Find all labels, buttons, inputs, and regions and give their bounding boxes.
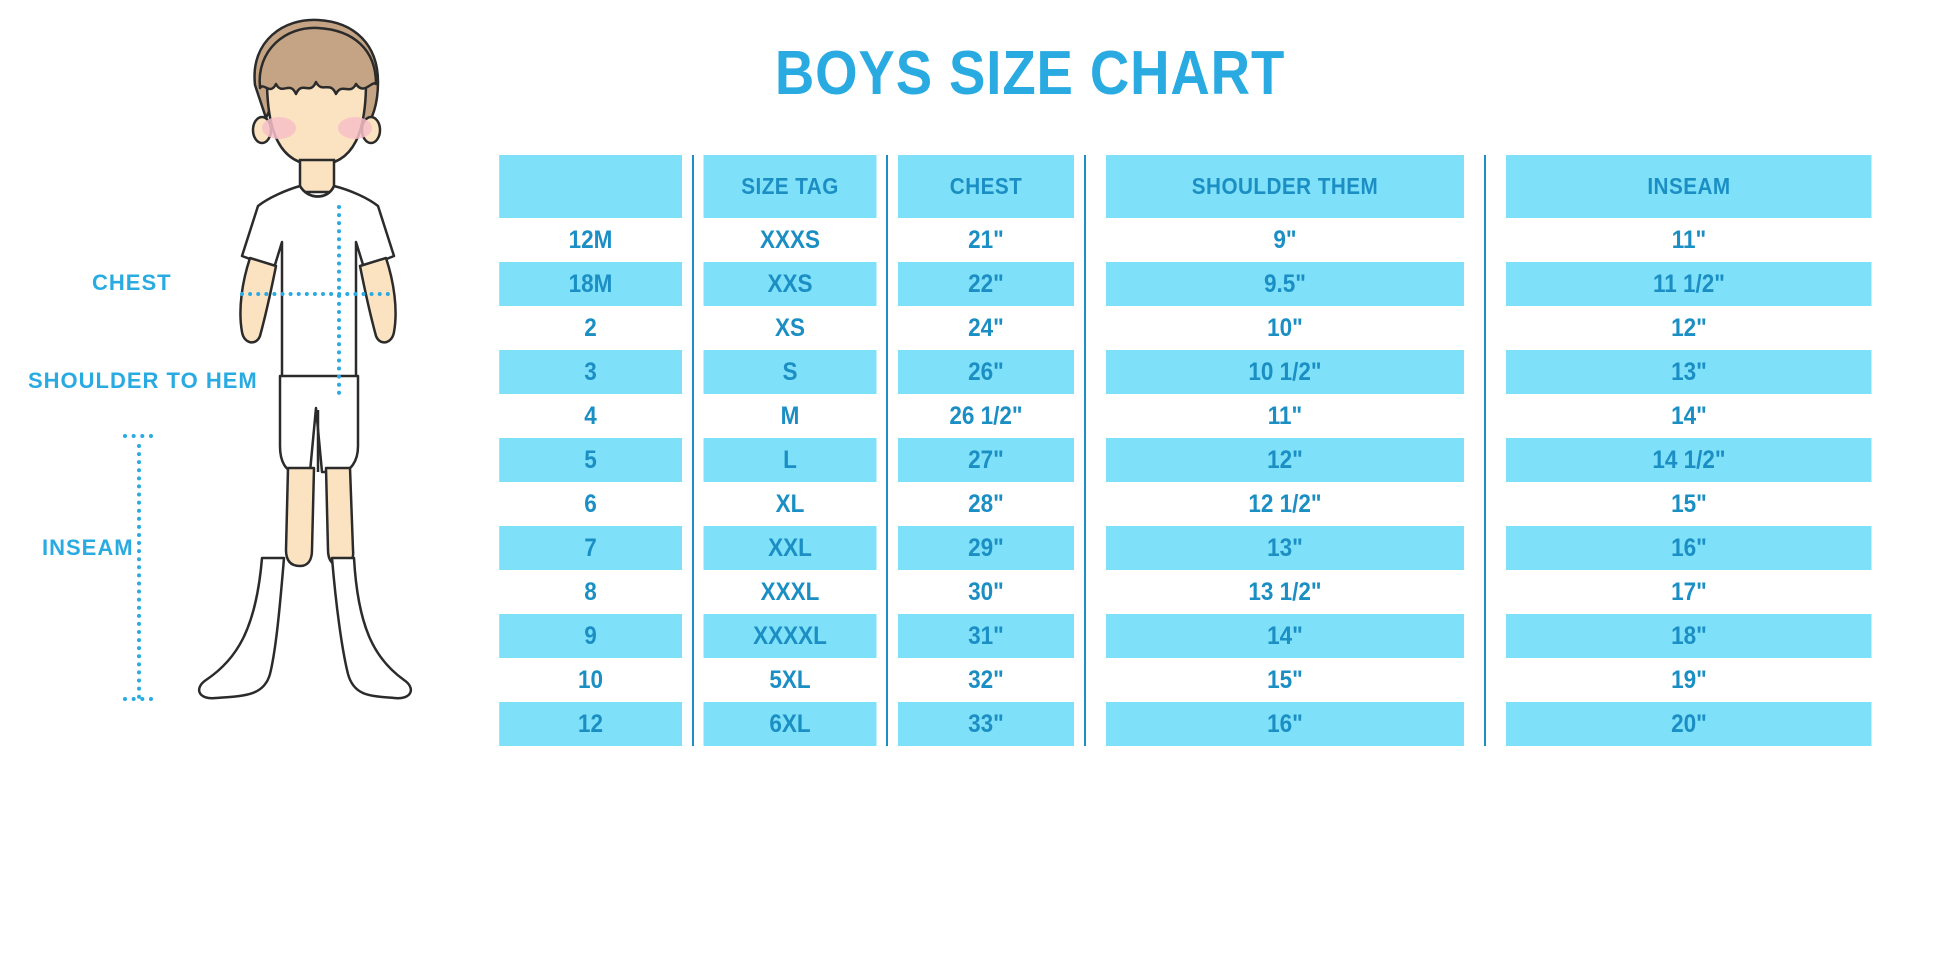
cell-size: 3 (499, 350, 684, 394)
table-row: 2 XS 24" 10" 12" (489, 306, 1892, 350)
label-chest: CHEST (92, 270, 172, 295)
cell-shoulder: 10" (1105, 306, 1466, 350)
cell-size-tag: XL (702, 482, 879, 526)
cell-shoulder: 9" (1105, 218, 1466, 262)
cell-size-tag: XS (702, 306, 879, 350)
cell-chest: 27" (896, 438, 1076, 482)
table-row: 7 XXL 29" 13" 16" (489, 526, 1892, 570)
cell-chest: 28" (896, 482, 1076, 526)
cell-chest: 33" (896, 702, 1076, 746)
cell-size: 4 (499, 394, 684, 438)
cell-size: 10 (499, 658, 684, 702)
column-header-size (499, 155, 684, 218)
table-row: 12M XXXS 21" 9" 11" (489, 218, 1892, 262)
table-row: 10 5XL 32" 15" 19" (489, 658, 1892, 702)
cell-shoulder: 16" (1105, 702, 1466, 746)
cell-shoulder: 11" (1105, 394, 1466, 438)
table-row: 4 M 26 1/2" 11" 14" (489, 394, 1892, 438)
label-shoulder-to-hem: SHOULDER TO HEM (28, 368, 258, 393)
cell-shoulder: 10 1/2" (1105, 350, 1466, 394)
cell-inseam: 14 1/2" (1505, 438, 1872, 482)
cell-size-tag: 6XL (702, 702, 879, 746)
cell-size: 7 (499, 526, 684, 570)
chest-guide-line (240, 292, 390, 296)
inseam-guide-cap-top (123, 434, 153, 438)
cell-size: 12 (499, 702, 684, 746)
table-row: 3 S 26" 10 1/2" 13" (489, 350, 1892, 394)
inseam-guide-cap-bottom (123, 697, 153, 701)
column-header-inseam: INSEAM (1505, 155, 1872, 218)
cell-size-tag: XXXS (702, 218, 879, 262)
cell-inseam: 16" (1505, 526, 1872, 570)
cell-inseam: 11 1/2" (1505, 262, 1872, 306)
cell-size-tag: XXXXL (702, 614, 879, 658)
cell-inseam: 14" (1505, 394, 1872, 438)
table-body: 12M XXXS 21" 9" 11" 18M XXS 22" 9.5" 11 1/2" 2 XS 24… (489, 218, 1892, 746)
cell-shoulder: 13 1/2" (1105, 570, 1466, 614)
cell-chest: 24" (896, 306, 1076, 350)
cell-size: 6 (499, 482, 684, 526)
cell-size-tag: XXXL (702, 570, 879, 614)
cell-size: 9 (499, 614, 684, 658)
cell-chest: 21" (896, 218, 1076, 262)
cell-size-tag: M (702, 394, 879, 438)
cell-size: 8 (499, 570, 684, 614)
table-header: SIZE TAG CHEST SHOULDER THEM INSEAM (489, 155, 1892, 218)
cell-inseam: 12" (1505, 306, 1872, 350)
cell-size: 12M (499, 218, 684, 262)
size-chart-table: SIZE TAG CHEST SHOULDER THEM INSEAM 12M X… (489, 155, 1892, 746)
cell-inseam: 17" (1505, 570, 1872, 614)
column-header-size-tag: SIZE TAG (702, 155, 879, 218)
size-chart-table-wrapper: SIZE TAG CHEST SHOULDER THEM INSEAM 12M X… (489, 155, 1892, 746)
cell-inseam: 13" (1505, 350, 1872, 394)
cell-chest: 32" (896, 658, 1076, 702)
cell-inseam: 20" (1505, 702, 1872, 746)
cell-chest: 30" (896, 570, 1076, 614)
cell-size: 18M (499, 262, 684, 306)
cell-size-tag: XXL (702, 526, 879, 570)
table-header-row: SIZE TAG CHEST SHOULDER THEM INSEAM (489, 155, 1892, 218)
cell-size-tag: 5XL (702, 658, 879, 702)
table-row: 18M XXS 22" 9.5" 11 1/2" (489, 262, 1892, 306)
cell-size-tag: L (702, 438, 879, 482)
cell-size: 5 (499, 438, 684, 482)
inseam-guide-line (137, 444, 141, 699)
cell-inseam: 19" (1505, 658, 1872, 702)
cell-inseam: 15" (1505, 482, 1872, 526)
cell-chest: 26 1/2" (896, 394, 1076, 438)
table-row: 5 L 27" 12" 14 1/2" (489, 438, 1892, 482)
cell-chest: 22" (896, 262, 1076, 306)
column-header-chest: CHEST (896, 155, 1076, 218)
cell-shoulder: 12" (1105, 438, 1466, 482)
page-title: BOYS SIZE CHART (774, 39, 1286, 108)
label-inseam: INSEAM (42, 535, 134, 560)
table-row: 6 XL 28" 12 1/2" 15" (489, 482, 1892, 526)
cell-inseam: 11" (1505, 218, 1872, 262)
cell-shoulder: 12 1/2" (1105, 482, 1466, 526)
table-row: 9 XXXXL 31" 14" 18" (489, 614, 1892, 658)
cell-size-tag: XXS (702, 262, 879, 306)
table-row: 8 XXXL 30" 13 1/2" 17" (489, 570, 1892, 614)
cell-inseam: 18" (1505, 614, 1872, 658)
cell-shoulder: 14" (1105, 614, 1466, 658)
cell-size-tag: S (702, 350, 879, 394)
cell-shoulder: 15" (1105, 658, 1466, 702)
column-header-shoulder: SHOULDER THEM (1105, 155, 1466, 218)
cell-shoulder: 13" (1105, 526, 1466, 570)
shoulder-to-hem-guide-line (337, 205, 341, 395)
boy-illustration (150, 10, 480, 720)
cell-chest: 29" (896, 526, 1076, 570)
table-row: 12 6XL 33" 16" 20" (489, 702, 1892, 746)
cell-chest: 31" (896, 614, 1076, 658)
cell-size: 2 (499, 306, 684, 350)
cell-chest: 26" (896, 350, 1076, 394)
cell-shoulder: 9.5" (1105, 262, 1466, 306)
